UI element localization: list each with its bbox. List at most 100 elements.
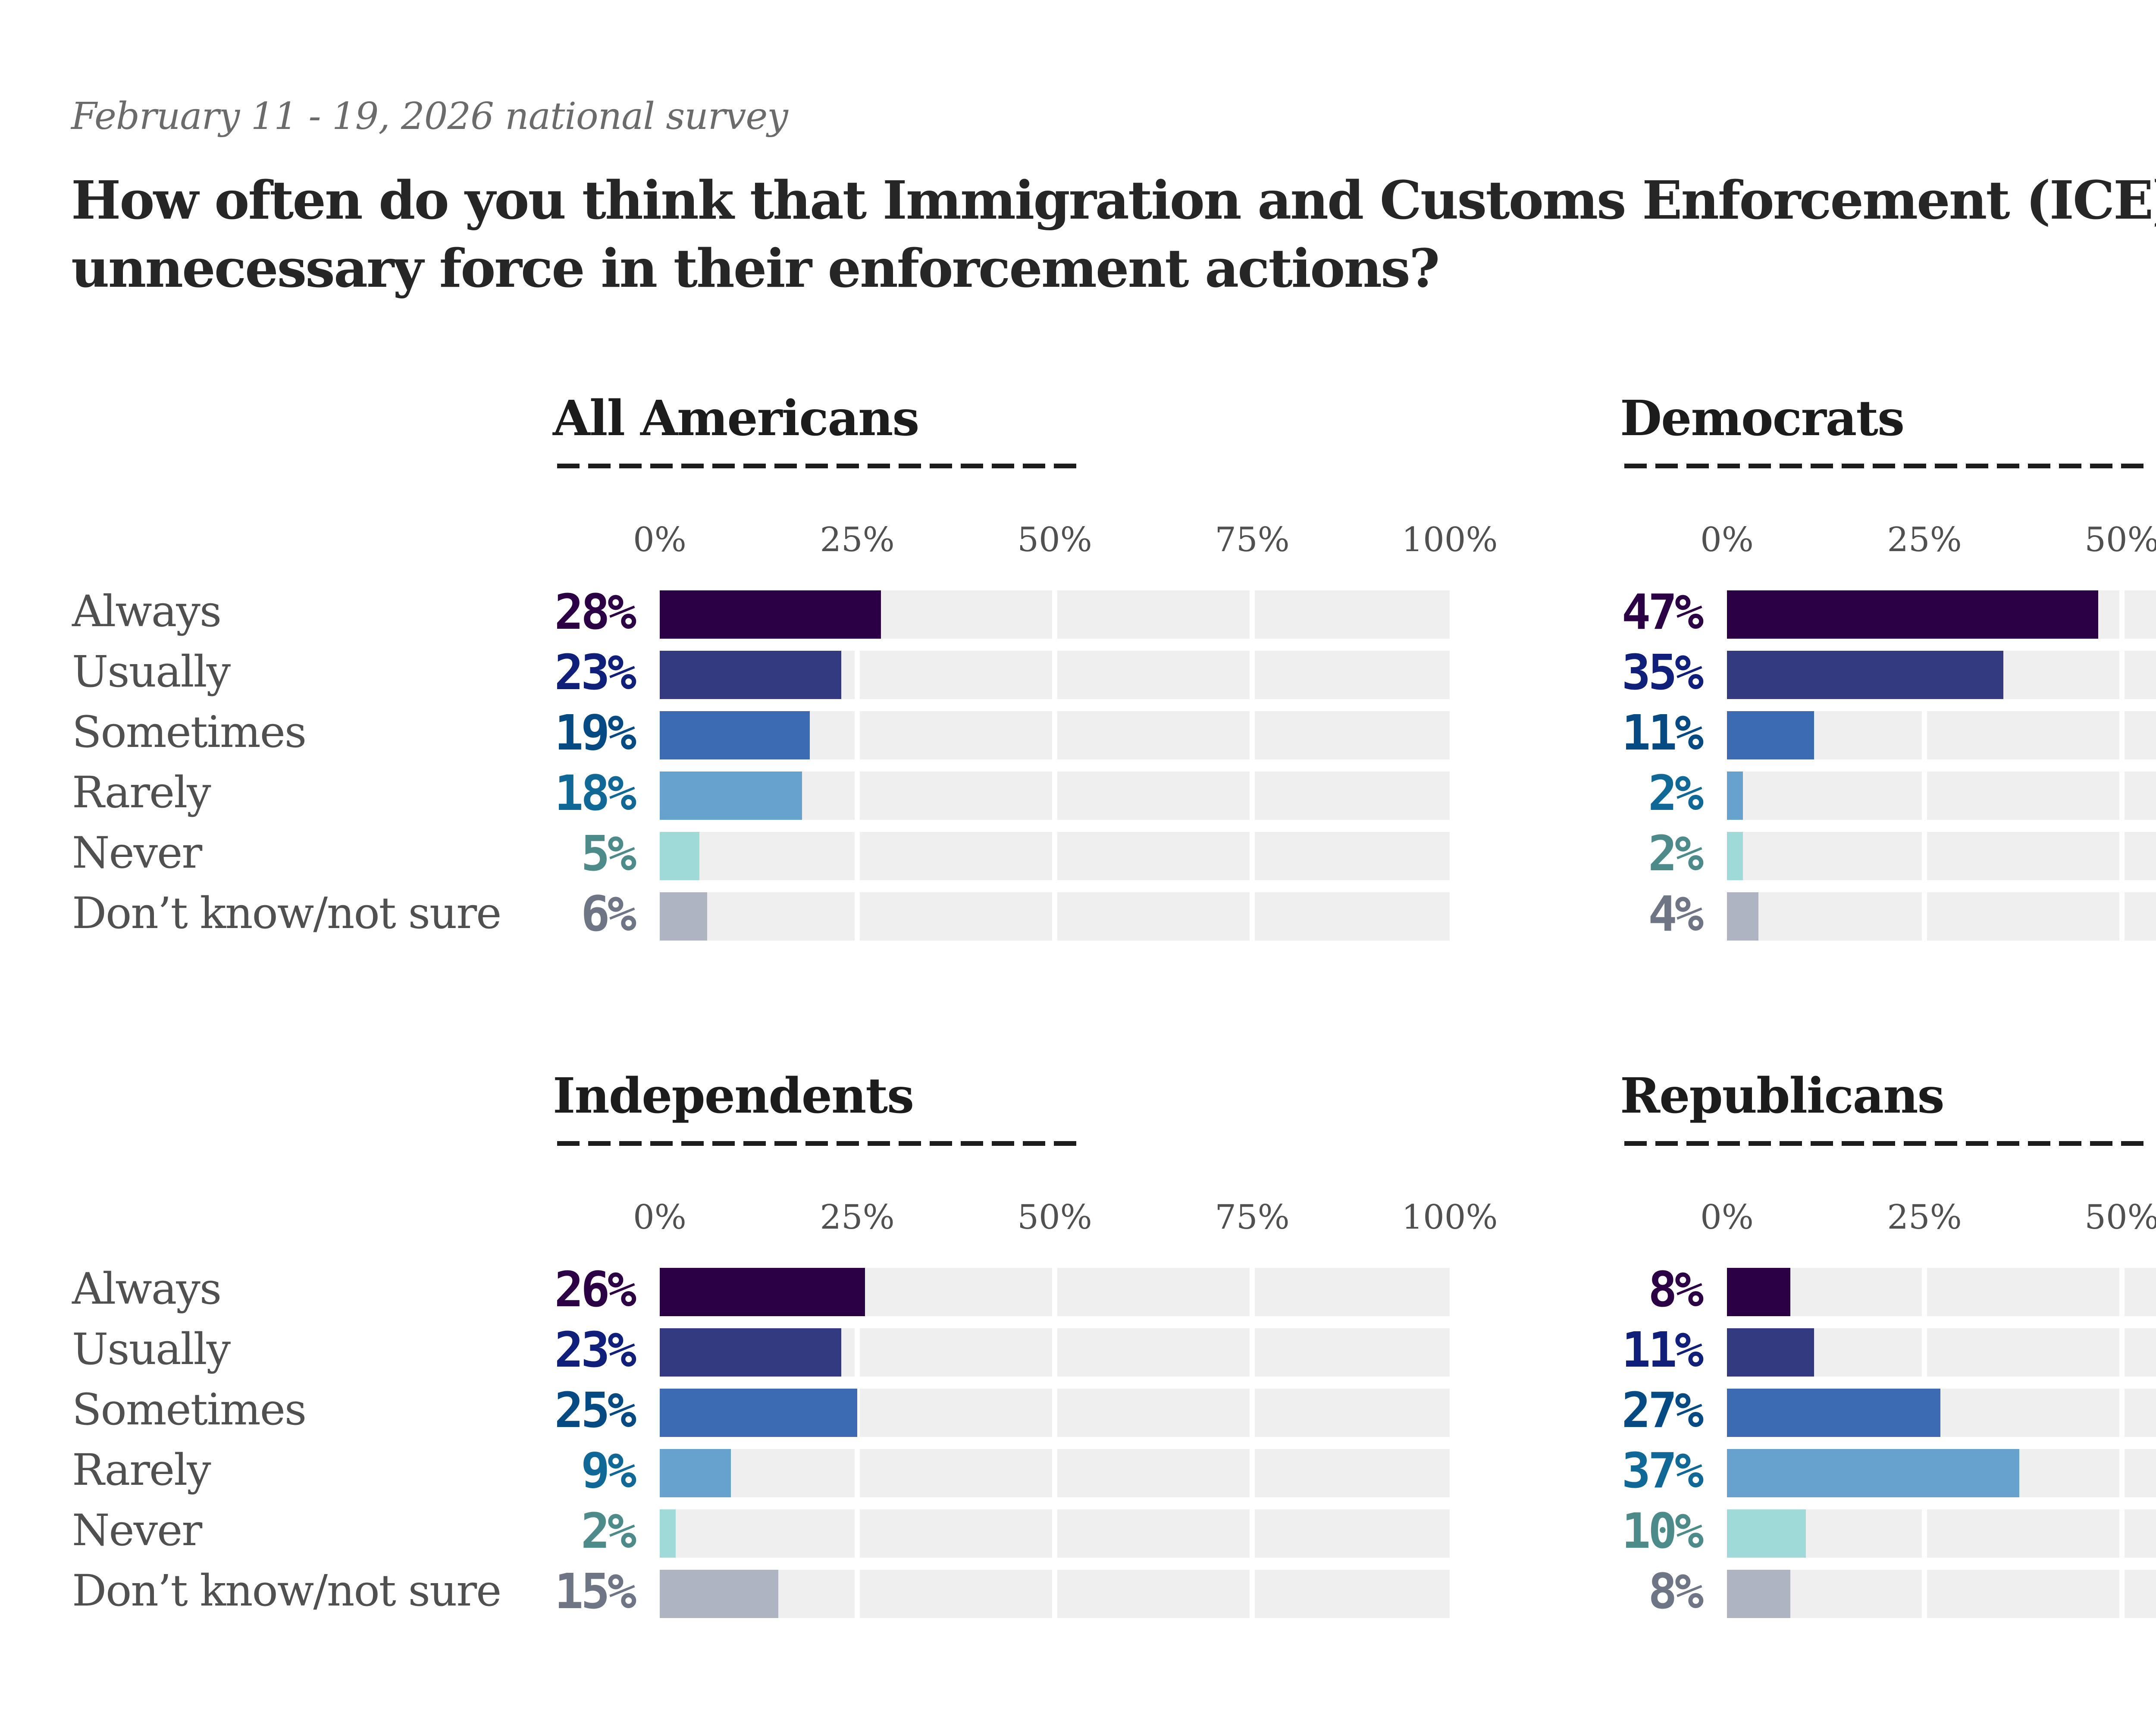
gridline — [1250, 1509, 1255, 1558]
bar-track — [1727, 711, 2156, 759]
bar-sometimes — [1727, 711, 1814, 759]
bar-track — [660, 1570, 1450, 1618]
axis-tick-label: 0% — [633, 521, 686, 559]
gridline — [855, 590, 860, 639]
category-label: Sometimes — [72, 707, 307, 757]
gridline — [1922, 1449, 1927, 1497]
value-label: 35% — [1621, 645, 1704, 701]
gridline — [1052, 1268, 1057, 1316]
axis-tick-label: 75% — [1215, 521, 1290, 559]
gridline — [1052, 772, 1057, 820]
bar-sometimes — [660, 1389, 857, 1437]
bar-sometimes — [660, 711, 810, 759]
value-label: 47% — [1621, 584, 1704, 640]
value-label: 6% — [581, 886, 636, 942]
bar-track — [1727, 1389, 2156, 1437]
gridline — [1922, 1268, 1927, 1316]
gridline — [1922, 1509, 1927, 1558]
value-label: 37% — [1621, 1443, 1704, 1499]
value-label: 2% — [581, 1503, 636, 1559]
gridline — [855, 651, 860, 699]
value-label: 23% — [554, 1322, 636, 1378]
panel-title: Independents — [553, 1068, 914, 1124]
axis-tick-label: 50% — [2084, 521, 2156, 559]
value-label: 27% — [1621, 1383, 1704, 1439]
bar-track — [660, 772, 1450, 820]
bar-track — [1727, 892, 2156, 941]
category-label: Always — [72, 1264, 222, 1314]
gridline — [1250, 711, 1255, 759]
bar-rarely — [1727, 1449, 2019, 1497]
value-label: 18% — [554, 765, 636, 822]
gridline — [2119, 1570, 2125, 1618]
gridline — [2119, 1268, 2125, 1316]
bar-track — [660, 1268, 1450, 1316]
panel-title-dashed-underline — [1624, 1141, 2151, 1146]
axis-tick-label: 100% — [1401, 1198, 1498, 1237]
category-label: Always — [72, 586, 222, 637]
bar-don-t-know-not-sure — [1727, 892, 1759, 941]
gridline — [1052, 892, 1057, 941]
gridline — [1922, 1389, 1927, 1437]
bar-track — [660, 832, 1450, 880]
value-label: 11% — [1621, 1322, 1704, 1378]
panel-title-dashed-underline — [1624, 464, 2151, 468]
bar-never — [660, 1509, 676, 1558]
bar-track — [660, 892, 1450, 941]
axis-tick-label: 50% — [1017, 521, 1092, 559]
bar-rarely — [660, 772, 802, 820]
gridline — [855, 772, 860, 820]
bar-always — [1727, 590, 2099, 639]
gridline — [1250, 1268, 1255, 1316]
bar-track — [660, 590, 1450, 639]
bar-track — [660, 1509, 1450, 1558]
gridline — [1922, 892, 1927, 941]
bar-track — [660, 1389, 1450, 1437]
bar-track — [1727, 832, 2156, 880]
bar-track — [1727, 1268, 2156, 1316]
axis-tick-label: 0% — [633, 1198, 686, 1237]
value-label: 2% — [1648, 826, 1704, 882]
bar-always — [660, 590, 881, 639]
value-label: 4% — [1648, 886, 1704, 942]
gridline — [1052, 1509, 1057, 1558]
category-label: Never — [72, 1505, 202, 1556]
gridline — [855, 1449, 860, 1497]
panel-title-dashed-underline — [557, 464, 1084, 468]
gridline — [2119, 1509, 2125, 1558]
bar-track — [660, 1449, 1450, 1497]
bar-usually — [660, 1328, 842, 1377]
gridline — [2119, 1449, 2125, 1497]
category-label: Usually — [72, 646, 231, 697]
gridline — [1922, 772, 1927, 820]
axis-tick-label: 25% — [820, 521, 895, 559]
category-label: Rarely — [72, 1445, 211, 1495]
bar-don-t-know-not-sure — [1727, 1570, 1790, 1618]
value-label: 8% — [1648, 1564, 1704, 1620]
gridline — [855, 1328, 860, 1377]
gridline — [1250, 1328, 1255, 1377]
gridline — [2119, 892, 2125, 941]
bar-track — [660, 711, 1450, 759]
panel-title: Democrats — [1620, 390, 1905, 447]
gridline — [1250, 590, 1255, 639]
gridline — [1052, 1570, 1057, 1618]
chart-title: How often do you think that Immigration … — [71, 169, 2156, 299]
gridline — [1052, 1389, 1057, 1437]
gridline — [1922, 651, 1927, 699]
bar-track — [1727, 590, 2156, 639]
category-label: Rarely — [72, 767, 211, 818]
value-label: 5% — [581, 826, 636, 882]
bar-track — [1727, 772, 2156, 820]
bar-never — [1727, 1509, 1806, 1558]
category-label: Sometimes — [72, 1384, 307, 1435]
bar-never — [1727, 832, 1743, 880]
gridline — [2119, 772, 2125, 820]
gridline — [2119, 1389, 2125, 1437]
axis-tick-label: 25% — [1887, 521, 1962, 559]
value-label: 28% — [554, 584, 636, 640]
bar-always — [1727, 1268, 1790, 1316]
gridline — [1052, 1328, 1057, 1377]
value-label: 25% — [554, 1383, 636, 1439]
gridline — [1052, 1449, 1057, 1497]
